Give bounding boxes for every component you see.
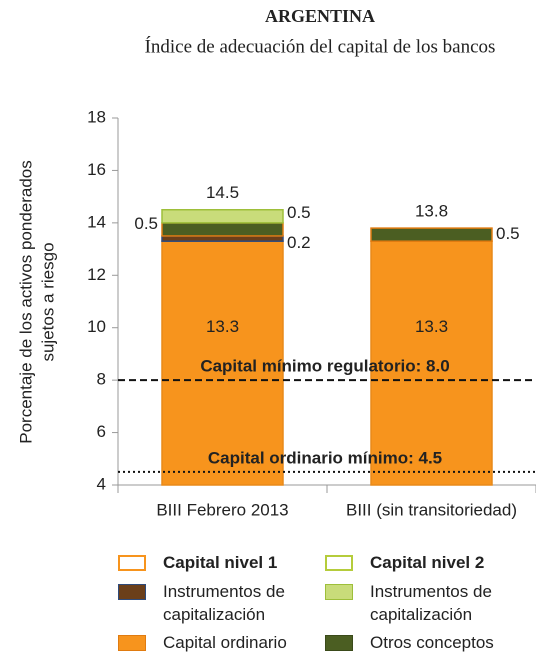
legend-box [325,555,353,571]
y-axis-label: sujetos a riesgo [38,242,57,361]
legend-title: Capital nivel 2 [370,553,485,572]
y-tick-label: 4 [97,474,106,493]
legend-label: Instrumentos de capitalización [163,582,285,624]
x-tick-label: BIII Febrero 2013 [156,500,288,519]
y-tick-label: 6 [97,422,106,441]
chart-title: ARGENTINA [265,6,375,26]
value-label: 0.2 [287,233,311,252]
value-label: 0.5 [134,214,158,233]
total-label: 14.5 [206,183,239,202]
y-tick-label: 12 [87,265,106,284]
reference-label: Capital mínimo regulatorio: 8.0 [200,357,449,376]
y-tick-label: 18 [87,107,106,126]
legend-swatch [118,584,146,600]
x-tick-label: BIII (sin transitoriedad) [346,500,517,519]
bar-segment [161,209,284,224]
legend-swatch [325,584,353,600]
legend-box [118,555,146,571]
legend-swatch [118,635,146,651]
y-tick-label: 14 [87,212,106,231]
bar-segment [161,235,284,242]
y-tick-label: 16 [87,160,106,179]
value-label: 0.5 [496,224,520,243]
bar-segment [161,240,284,486]
legend-swatch [325,635,353,651]
y-tick-label: 10 [87,317,106,336]
y-tick-label: 8 [97,370,106,389]
reference-label: Capital ordinario mínimo: 4.5 [208,448,442,467]
legend-label: Otros conceptos [370,633,494,652]
y-axis-label: Porcentaje de los activos ponderados [16,160,35,444]
value-label: 0.5 [287,203,311,222]
total-label: 13.8 [415,202,448,221]
legend-title: Capital nivel 1 [163,553,278,572]
bar-segment [161,222,284,237]
legend-label: Capital ordinario [163,633,287,652]
legend-label: Instrumentos de capitalización [370,582,492,624]
bar-segment [370,227,493,242]
chart-subtitle: Índice de adecuación del capital de los … [145,35,496,57]
bar-segment [370,240,493,486]
value-label: 13.3 [206,317,239,336]
value-label: 13.3 [415,317,448,336]
